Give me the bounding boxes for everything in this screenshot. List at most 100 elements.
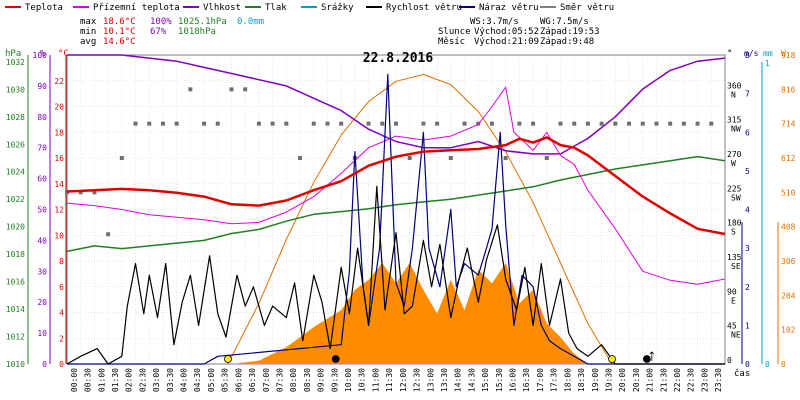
temperature-line: [66, 136, 726, 236]
x-tick: 04:30: [193, 368, 202, 392]
sun-label: Slunce: [438, 27, 471, 37]
rain-tick: 1: [765, 59, 770, 68]
wind-direction-marker: [270, 121, 275, 126]
moon-label: Měsíc: [438, 37, 465, 47]
temp-tick: 16: [54, 154, 64, 163]
wind-direction-marker: [462, 121, 467, 126]
dir-tick: 45: [727, 322, 737, 331]
temp-tick: 22: [54, 77, 64, 86]
pressure-tick: 1010: [6, 360, 25, 369]
chart-title: 22.8.2016: [363, 51, 434, 66]
x-tick: 11:00: [371, 368, 380, 392]
x-tick: 05:00: [207, 368, 216, 392]
wind-direction-marker: [517, 121, 522, 126]
wind-direction-marker: [421, 121, 426, 126]
plot-area: [65, 54, 726, 365]
temp-tick: 8: [59, 257, 64, 266]
x-tick: 18:30: [577, 368, 586, 392]
pressure-line: [66, 155, 726, 253]
wind-direction-marker: [558, 121, 563, 126]
temp-tick: 2: [59, 334, 64, 343]
wind-tick: 7: [745, 90, 750, 99]
moon-marker: [642, 355, 651, 363]
wind-direction-marker: [394, 121, 398, 126]
pressure-tick: 1018: [6, 250, 25, 259]
moon-set: Západ:9:48: [540, 37, 594, 47]
x-tick: 16:00: [509, 368, 518, 392]
x-tick: 01:30: [111, 368, 120, 392]
sun-set: Západ:19:53: [540, 27, 600, 37]
wind-direction-marker: [668, 121, 673, 126]
wind-gust: WG:7.5m/s: [540, 17, 589, 27]
wind-direction-marker: [188, 87, 193, 92]
solar-tick: 408: [781, 223, 796, 232]
x-tick: 19:30: [604, 368, 613, 392]
humidity-tick: 40: [37, 236, 47, 245]
wind-tick: 8: [745, 51, 750, 60]
wind-direction-marker: [366, 121, 371, 126]
solar-radiation-area: [231, 263, 588, 364]
solar-tick: 204: [781, 291, 796, 300]
stats-temp: 10.1°C: [103, 27, 136, 37]
x-tick: 14:30: [467, 368, 476, 392]
wind-direction-marker: [298, 156, 303, 160]
dir-label: SE: [731, 262, 741, 271]
wind-direction-marker: [709, 121, 714, 126]
wind-direction-marker: [202, 121, 207, 126]
wind-direction-marker: [119, 156, 124, 160]
wind-direction-marker: [640, 121, 645, 126]
legend-label: Náraz větru: [479, 3, 539, 13]
wind-direction-marker: [160, 121, 165, 126]
sun-marker: [608, 355, 616, 363]
wind-direction-marker: [407, 156, 412, 160]
stats-humidity: 67%: [150, 27, 167, 37]
solar-tick: 102: [781, 326, 796, 335]
legend-label: Srážky: [321, 3, 354, 13]
pressure-tick: 1022: [6, 195, 25, 204]
humidity-tick: 70: [37, 144, 47, 153]
x-tick: 19:00: [591, 368, 600, 392]
wind-direction-marker: [476, 121, 481, 126]
x-tick: 21:00: [646, 368, 655, 392]
x-axis-label: čas: [734, 368, 750, 379]
pressure-tick: 1012: [6, 333, 25, 342]
x-tick: 06:30: [248, 368, 257, 392]
dir-label: W: [731, 159, 736, 168]
wind-direction-marker: [106, 232, 111, 237]
dir-tick: 180: [727, 219, 742, 228]
wind-direction-marker: [695, 121, 700, 126]
pressure-tick: 1016: [6, 278, 25, 287]
humidity-tick: 10: [37, 329, 47, 338]
x-tick: 04:00: [180, 368, 189, 392]
x-tick: 06:00: [234, 368, 243, 392]
x-tick: 20:00: [618, 368, 627, 392]
legend-label: Tlak: [265, 3, 287, 13]
wind-direction-marker: [133, 121, 138, 126]
wind-tick: 6: [745, 128, 750, 137]
x-tick: 09:00: [317, 368, 326, 392]
dir-label: N: [731, 90, 736, 99]
dir-tick: 315: [727, 116, 742, 125]
x-tick: 05:30: [221, 368, 230, 392]
x-tick: 22:00: [673, 368, 682, 392]
temp-tick: 20: [54, 103, 64, 112]
wind-direction-marker: [572, 121, 577, 126]
rain-tick: 0: [765, 360, 770, 369]
legend: Teplota Přízemní teplota Vlhkost Tlak Srážky…: [5, 3, 614, 13]
wind-direction-marker: [147, 121, 152, 126]
wind-direction-marker: [585, 121, 590, 126]
rain-unit: mm: [763, 49, 773, 58]
wind-avg: WS:3.7m/s: [470, 17, 519, 27]
humidity-tick: 80: [37, 113, 47, 122]
wind-gust-line: [67, 73, 725, 365]
wind-direction-marker: [448, 156, 453, 160]
stats-row-label: max: [80, 17, 97, 27]
wind-direction-marker: [681, 121, 686, 126]
x-tick: 20:30: [632, 368, 641, 392]
x-tick: 21:30: [659, 368, 668, 392]
temp-tick: 0: [59, 360, 64, 369]
x-tick: 08:00: [289, 368, 298, 392]
dir-label: NW: [731, 125, 741, 134]
